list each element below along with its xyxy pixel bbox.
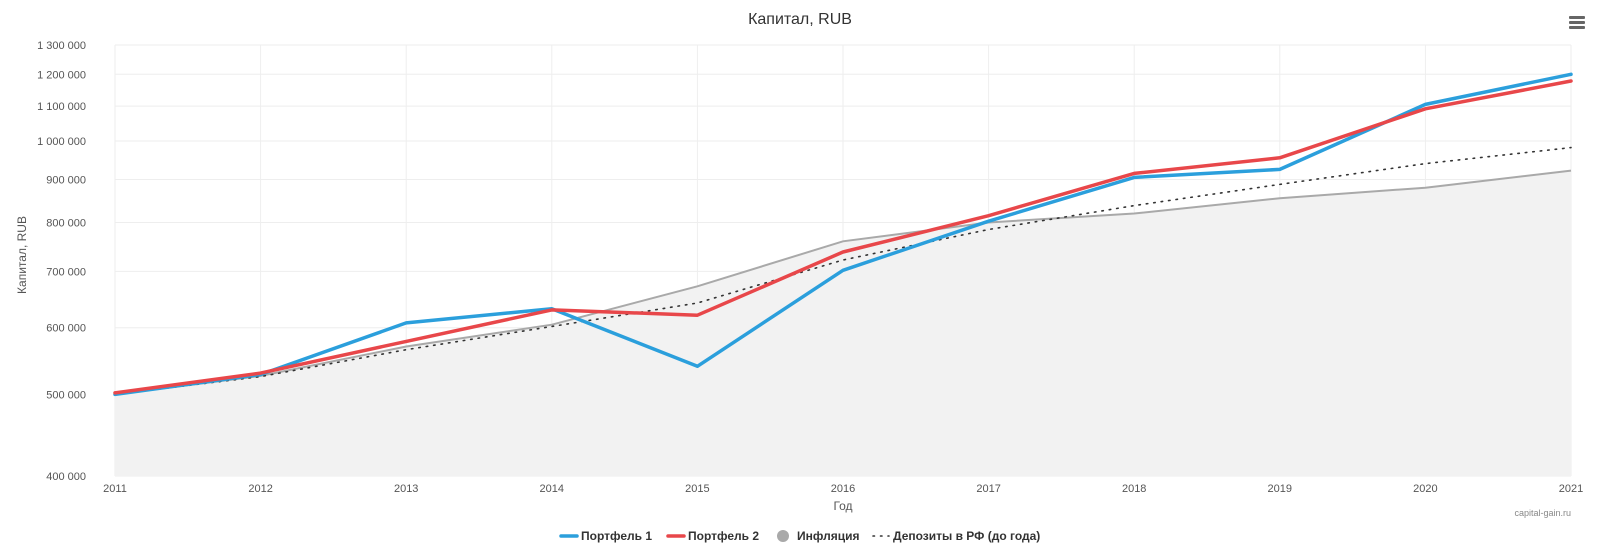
y-axis-title: Капитал, RUB bbox=[15, 216, 29, 294]
x-axis-ticks: 2011 2012 2013 2014 2015 2016 2017 2018 2019 2020… bbox=[103, 483, 1583, 495]
inflation-area-fill bbox=[115, 170, 1571, 476]
x-tick-label: 2012 bbox=[248, 483, 272, 495]
series-line-portfolio-2 bbox=[113, 79, 1573, 395]
y-tick-label: 1 000 000 bbox=[37, 136, 86, 148]
y-tick-label: 800 000 bbox=[46, 218, 86, 230]
y-tick-label: 1 200 000 bbox=[37, 69, 86, 81]
x-tick-label: 2016 bbox=[831, 483, 855, 495]
x-tick-label: 2017 bbox=[976, 483, 1000, 495]
legend-item-portfolio-2[interactable]: Портфель 2 bbox=[666, 529, 759, 543]
legend-item-inflation[interactable]: Инфляция bbox=[777, 529, 859, 543]
hamburger-menu-icon-bar bbox=[1569, 21, 1585, 24]
legend: Портфель 1 Портфель 2 Инфляция Депозиты в Р… bbox=[559, 529, 1040, 543]
export-menu-button[interactable] bbox=[1566, 12, 1588, 32]
credit-text: capital-gain.ru bbox=[1514, 508, 1571, 518]
x-tick-label: 2014 bbox=[540, 483, 564, 495]
series-line-portfolio-1 bbox=[113, 72, 1573, 397]
y-tick-label: 700 000 bbox=[46, 266, 86, 278]
y-tick-label: 1 100 000 bbox=[37, 101, 86, 113]
hamburger-menu-icon-bar bbox=[1569, 26, 1585, 29]
legend-label: Портфель 1 bbox=[581, 529, 652, 543]
x-tick-label: 2011 bbox=[103, 483, 127, 495]
line-layer bbox=[113, 72, 1573, 397]
x-tick-label: 2020 bbox=[1413, 483, 1437, 495]
legend-item-deposits[interactable]: Депозиты в РФ (до года) bbox=[872, 529, 1040, 543]
legend-label: Инфляция bbox=[797, 529, 859, 543]
legend-swatch bbox=[777, 530, 789, 542]
legend-label: Депозиты в РФ (до года) bbox=[893, 529, 1040, 543]
y-tick-label: 600 000 bbox=[46, 323, 86, 335]
x-tick-label: 2018 bbox=[1122, 483, 1146, 495]
x-tick-label: 2013 bbox=[394, 483, 418, 495]
legend-label: Портфель 2 bbox=[688, 529, 759, 543]
y-tick-label: 400 000 bbox=[46, 471, 86, 483]
x-axis-title: Год bbox=[833, 499, 852, 513]
legend-item-portfolio-1[interactable]: Портфель 1 bbox=[559, 529, 652, 543]
x-tick-label: 2021 bbox=[1559, 483, 1583, 495]
y-tick-label: 500 000 bbox=[46, 389, 86, 401]
x-tick-label: 2019 bbox=[1268, 483, 1292, 495]
series-line-inflation bbox=[114, 169, 1572, 396]
hamburger-menu-icon bbox=[1569, 16, 1585, 19]
x-tick-label: 2015 bbox=[685, 483, 709, 495]
y-axis-ticks: 400 000 500 000 600 000 700 000 800 000 900 0… bbox=[37, 40, 86, 483]
area-layer bbox=[115, 170, 1571, 476]
chart-title: Капитал, RUB bbox=[748, 11, 852, 28]
y-tick-label: 900 000 bbox=[46, 174, 86, 186]
y-tick-label: 1 300 000 bbox=[37, 40, 86, 52]
